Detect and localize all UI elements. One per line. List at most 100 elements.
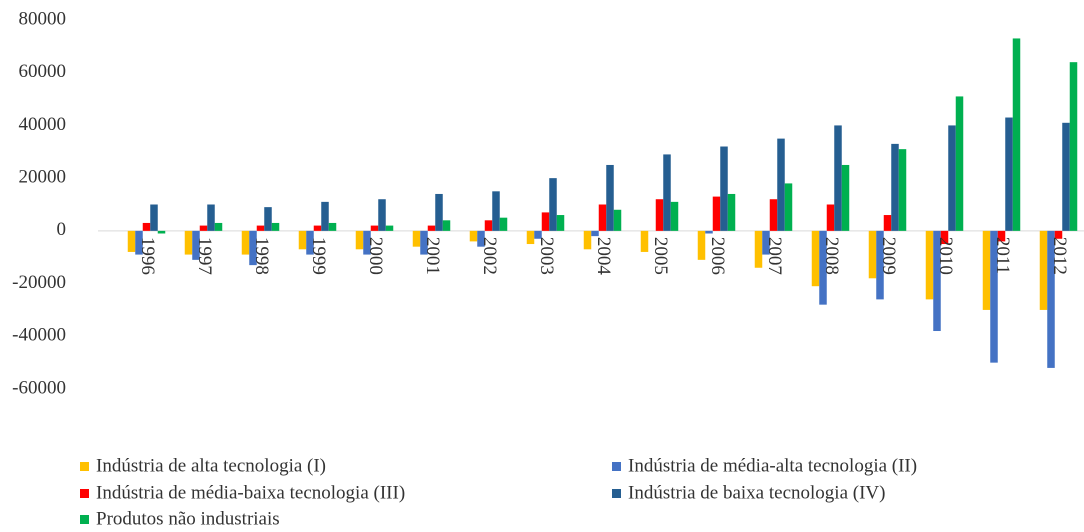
bar	[754, 230, 763, 268]
x-tick-label: 2005	[650, 237, 671, 275]
bar	[199, 225, 208, 231]
y-tick-label: 40000	[19, 114, 67, 135]
legend-label: Indústria de baixa tecnologia (IV)	[628, 482, 885, 503]
y-tick-label: -20000	[12, 272, 66, 293]
bar	[990, 230, 998, 363]
y-tick-label: 60000	[19, 61, 67, 82]
bar	[826, 204, 835, 231]
bar	[1005, 117, 1013, 231]
bar	[876, 230, 884, 300]
bar	[435, 193, 443, 231]
legend-label: Indústria de média-baixa tecnologia (III…	[96, 482, 405, 503]
bar	[241, 230, 250, 255]
bar	[477, 230, 485, 247]
bar	[469, 230, 478, 242]
bar	[841, 164, 850, 231]
bar	[484, 220, 493, 231]
bar	[1069, 62, 1078, 231]
y-tick-label: 0	[57, 219, 67, 240]
bar	[157, 230, 166, 234]
x-tick-label: 2000	[365, 237, 386, 275]
bar	[534, 230, 542, 239]
bar	[127, 230, 136, 252]
bar	[712, 196, 721, 231]
bar	[1062, 122, 1070, 231]
bar	[214, 222, 223, 231]
y-tick-label: 20000	[19, 167, 67, 188]
bar	[727, 193, 736, 231]
bar	[142, 222, 151, 231]
bar	[1054, 230, 1063, 239]
bar	[811, 230, 820, 287]
x-tick-label: 2001	[422, 237, 443, 275]
bar	[883, 215, 892, 231]
x-tick-label: 2008	[821, 237, 842, 275]
bar	[256, 225, 265, 231]
legend-swatch	[80, 515, 89, 524]
x-tick-label: 2007	[764, 237, 785, 275]
bar	[868, 230, 877, 279]
y-tick-label: 80000	[19, 8, 67, 29]
x-tick-label: 1998	[251, 237, 272, 275]
bar	[313, 225, 322, 231]
x-tick-label: 1997	[194, 237, 215, 275]
x-tick-label: 1996	[137, 237, 158, 275]
bar	[135, 230, 143, 255]
bar	[328, 222, 337, 231]
bar	[948, 125, 956, 231]
bar	[997, 230, 1006, 242]
legend-swatch	[80, 462, 89, 471]
bar	[150, 204, 158, 231]
bar	[955, 96, 964, 231]
bar	[898, 149, 907, 231]
y-tick-label: -60000	[12, 377, 66, 398]
bar	[420, 230, 428, 255]
x-tick-label: 2006	[707, 237, 728, 275]
legend-swatch	[612, 489, 621, 498]
bar	[697, 230, 706, 260]
x-tick-label: 2010	[935, 237, 956, 275]
bar	[427, 225, 436, 231]
bar	[784, 183, 793, 231]
bar	[556, 215, 565, 231]
x-tick-label: 2012	[1049, 237, 1070, 275]
bar	[492, 191, 500, 231]
x-tick-label: 2003	[536, 237, 557, 275]
bar	[933, 230, 941, 332]
bar	[655, 199, 664, 231]
bar	[192, 230, 200, 260]
bar	[184, 230, 193, 255]
bar	[499, 217, 508, 231]
bar	[762, 230, 770, 255]
bar	[925, 230, 934, 300]
bar	[1039, 230, 1048, 310]
bar	[549, 178, 557, 231]
bar	[370, 225, 379, 231]
bar	[355, 230, 364, 250]
bar	[1047, 230, 1055, 368]
legend-swatch	[80, 489, 89, 498]
bar	[613, 209, 622, 231]
bar	[298, 230, 307, 250]
bar	[385, 225, 394, 231]
bar	[442, 220, 451, 231]
x-tick-label: 2011	[992, 237, 1013, 274]
bar	[769, 199, 778, 231]
bar	[663, 154, 671, 231]
legend-swatch	[612, 462, 621, 471]
bar	[591, 230, 599, 237]
y-tick-label: -40000	[12, 325, 66, 346]
bar	[982, 230, 991, 310]
bar	[1012, 38, 1021, 231]
bar	[321, 201, 329, 231]
bar	[207, 204, 215, 231]
x-tick-label: 2004	[593, 237, 614, 276]
bar	[940, 230, 949, 245]
bar	[598, 204, 607, 231]
x-tick-label: 2009	[878, 237, 899, 275]
bar	[720, 146, 728, 231]
bar	[640, 230, 649, 252]
bar	[819, 230, 827, 305]
bar	[526, 230, 535, 245]
